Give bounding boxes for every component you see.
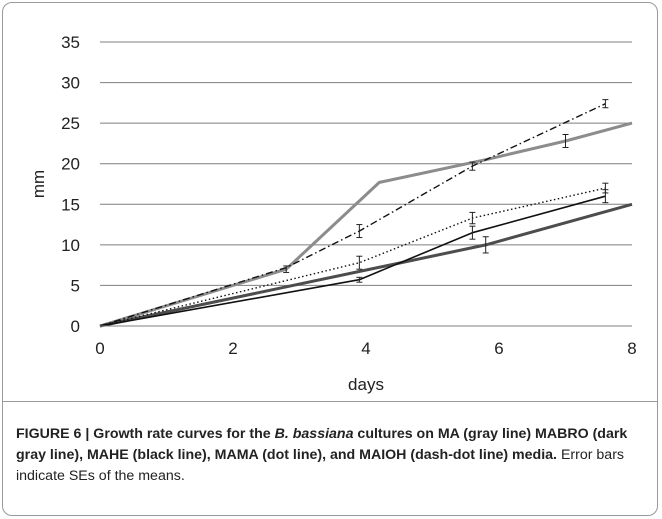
y-tick-label: 30	[61, 74, 80, 93]
caption-bold-suffix: cultures on MA (gray line) MABRO (dark g…	[16, 426, 628, 463]
caption-divider	[2, 401, 658, 402]
series-line-mama	[99, 187, 606, 327]
y-tick-label: 20	[61, 155, 80, 174]
y-axis-title: mm	[29, 170, 48, 198]
error-bar	[356, 276, 363, 283]
y-tick-label: 25	[61, 114, 80, 133]
x-tick-label: 8	[627, 339, 636, 358]
series-line-mahe	[99, 195, 606, 327]
axes: 0 5 10 15 20 25 30 35 0 2 4 6 8	[61, 33, 637, 358]
error-bars	[283, 99, 609, 283]
growth-rate-chart: 0 5 10 15 20 25 30 35 0 2 4 6 8 days mm	[29, 33, 637, 394]
error-bar	[602, 182, 609, 194]
x-tick-label: 6	[494, 339, 503, 358]
series-lines	[99, 103, 633, 328]
y-tick-label: 10	[61, 236, 80, 255]
error-bar	[356, 224, 363, 239]
error-bar	[356, 255, 363, 270]
series-line-mabro	[99, 202, 633, 328]
error-bar	[562, 134, 569, 148]
x-axis-title: days	[348, 375, 384, 394]
error-bar	[602, 99, 609, 109]
caption-bold-prefix: FIGURE 6 | Growth rate curves for the	[16, 426, 275, 442]
y-tick-label: 5	[71, 276, 80, 295]
grid-lines	[100, 41, 632, 286]
y-tick-label: 35	[61, 33, 80, 52]
caption-species: B. bassiana	[274, 426, 354, 442]
caption-rest: Error bars indicate SEs of the means.	[16, 447, 625, 484]
error-bar	[469, 161, 476, 171]
series-line-maioh	[99, 103, 606, 327]
error-bar	[283, 265, 290, 273]
error-bar	[482, 236, 489, 254]
figure-caption: FIGURE 6 | Growth rate curves for the B.…	[16, 424, 644, 487]
error-bar	[469, 225, 476, 240]
x-tick-label: 4	[361, 339, 370, 358]
series-line-ma	[99, 121, 633, 328]
y-tick-label: 0	[71, 317, 80, 336]
error-bar	[469, 211, 476, 225]
x-tick-label: 2	[228, 339, 237, 358]
y-tick-label: 15	[61, 195, 80, 214]
x-tick-label: 0	[95, 339, 104, 358]
